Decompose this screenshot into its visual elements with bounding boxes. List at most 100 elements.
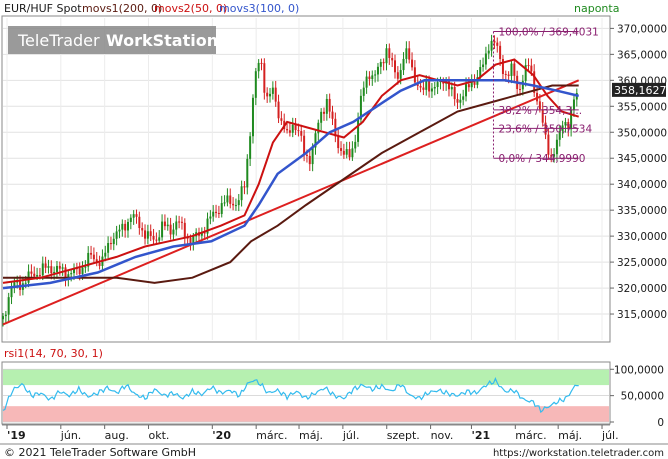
price-candle (473, 81, 476, 85)
price-candle (314, 133, 317, 148)
price-candle (422, 87, 425, 90)
last-price-badge (612, 82, 666, 97)
movs3-label: movs3(100, 0) (219, 2, 299, 15)
period-label: naponta (574, 2, 619, 15)
price-candle (124, 223, 127, 231)
x-tick-label: '20 (212, 429, 231, 442)
watermark-box (8, 26, 216, 54)
price-candle (112, 238, 115, 245)
price-candle (518, 89, 521, 91)
price-candle (87, 252, 90, 267)
price-candle (513, 63, 516, 76)
main-y-axis: 315,0000 320,0000 325,0000 330,0000 335,0000… (610, 23, 667, 321)
price-candle (394, 60, 397, 73)
price-candle (408, 48, 411, 60)
price-candle (215, 211, 218, 214)
price-candle (354, 141, 357, 149)
price-candle (53, 271, 56, 274)
price-candle (158, 237, 161, 241)
price-candle (73, 268, 76, 274)
movs1-label: movs1(200, 0) (82, 2, 162, 15)
price-candle (95, 259, 98, 263)
price-candle (135, 214, 138, 217)
price-candle (450, 87, 453, 90)
price-candle (192, 236, 195, 244)
price-candle (337, 136, 340, 149)
price-candle (240, 186, 243, 201)
price-candle (501, 59, 504, 74)
fib-level-label: 0,0% / 344,9990 (498, 153, 585, 165)
x-tick-label: jún. (60, 429, 82, 442)
price-candle (521, 80, 524, 90)
price-candle (538, 101, 541, 110)
price-candle (220, 203, 223, 214)
price-candle (425, 81, 428, 90)
price-candle (376, 66, 379, 75)
price-candle (16, 281, 19, 283)
price-candle (189, 237, 192, 244)
price-candle (115, 231, 118, 239)
price-candle (553, 154, 556, 157)
price-candle (413, 67, 416, 83)
price-candle (109, 243, 112, 245)
price-candle (379, 62, 382, 67)
price-candle (436, 82, 439, 87)
rsi-y-tick-label: 0 (657, 417, 664, 429)
price-candle (368, 76, 371, 80)
price-candle (482, 64, 485, 68)
price-candle (433, 86, 436, 89)
price-candle (274, 87, 277, 102)
footer-copyright: © 2021 TeleTrader Software GmbH (4, 446, 196, 459)
price-candle (172, 229, 175, 235)
price-candle (325, 98, 328, 114)
price-candle (462, 96, 465, 100)
price-candle (98, 262, 101, 266)
price-candle (365, 76, 368, 88)
price-candle (487, 50, 490, 54)
price-candle (223, 202, 226, 204)
price-candle (504, 73, 507, 75)
price-candle (107, 243, 110, 253)
price-candle (507, 74, 510, 76)
price-candle (305, 154, 308, 156)
price-candle (359, 95, 362, 120)
price-candle (527, 65, 530, 67)
movs2-label: movs2(50, 0) (154, 2, 227, 15)
price-candle (388, 48, 391, 58)
price-candle (271, 87, 274, 94)
rsi-label: rsi1(14, 70, 30, 1) (4, 347, 103, 360)
price-candle (479, 67, 482, 78)
price-candle (141, 228, 144, 231)
price-candle (132, 214, 135, 218)
price-candle (277, 101, 280, 119)
price-candle (484, 53, 487, 65)
price-candle (24, 282, 27, 284)
y-tick-label: 340,0000 (617, 179, 667, 191)
price-candle (180, 221, 183, 223)
y-tick-label: 335,0000 (617, 205, 667, 217)
price-candle (104, 252, 107, 257)
price-candle (266, 92, 269, 97)
movs3-line (2, 79, 579, 290)
price-candle (81, 267, 84, 275)
price-candle (402, 58, 405, 71)
price-candle (399, 70, 402, 79)
price-candle (92, 254, 95, 260)
price-candle (291, 124, 294, 133)
price-candle (166, 224, 169, 227)
price-candle (510, 63, 513, 76)
price-candle (257, 62, 260, 72)
y-tick-label: 350,0000 (617, 127, 667, 139)
price-candle (146, 231, 149, 239)
y-tick-label: 345,0000 (617, 153, 667, 165)
price-candle (251, 97, 254, 137)
price-candle (2, 316, 4, 320)
price-candle (297, 130, 300, 132)
price-candle (572, 99, 575, 110)
price-candle (411, 59, 414, 68)
price-candle (490, 40, 493, 51)
price-candle (311, 147, 314, 165)
price-candle (428, 81, 431, 92)
watermark-product: WorkStation (106, 31, 218, 50)
price-candle (232, 203, 235, 206)
